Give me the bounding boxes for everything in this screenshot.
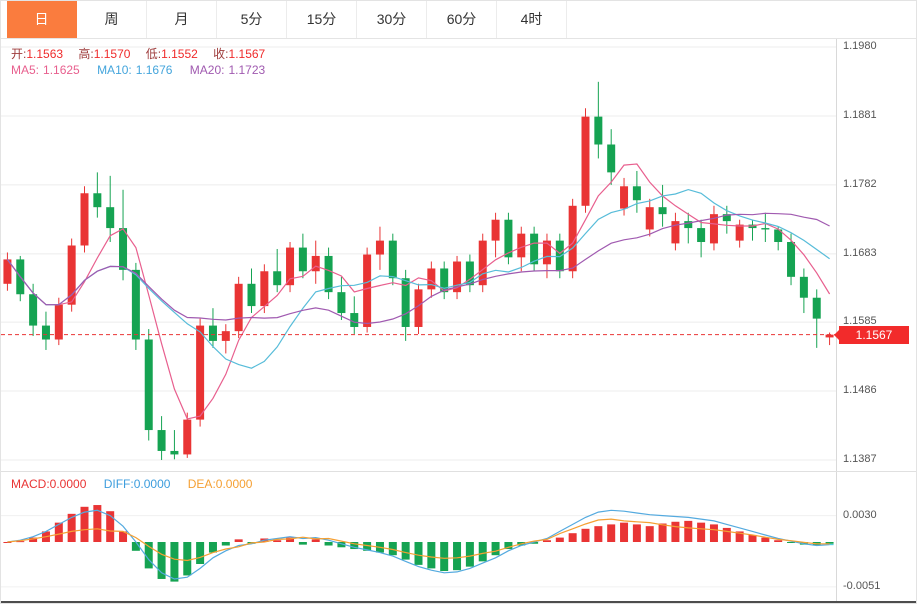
last-price-badge: 1.1567 bbox=[834, 325, 909, 344]
diff-label: DIFF: bbox=[103, 477, 134, 491]
timeframe-toolbar: 日 周 月 5分 15分 30分 60分 4时 bbox=[1, 1, 916, 39]
diff-readout: DIFF:0.0000 bbox=[104, 477, 171, 491]
ohlc-legend: 开:1.1563 高:1.1570 低:1.1552 收:1.1567 bbox=[11, 45, 277, 62]
price-axis bbox=[836, 39, 916, 603]
ma20-label: MA20: bbox=[189, 63, 225, 77]
tab-monthly[interactable]: 月 bbox=[147, 1, 217, 38]
high-readout: 高:1.1570 bbox=[78, 47, 130, 61]
ma20-value: 1.1723 bbox=[228, 63, 266, 77]
macd-legend: MACD:0.0000 DIFF:0.0000 DEA:0.0000 bbox=[11, 477, 266, 491]
ma20-readout: MA20: 1.1723 bbox=[190, 63, 265, 77]
price-axis-label: 1.1782 bbox=[843, 177, 877, 190]
dea-value: 0.0000 bbox=[215, 477, 253, 491]
dea-readout: DEA:0.0000 bbox=[188, 477, 253, 491]
macd-label: MACD: bbox=[11, 477, 50, 491]
high-value: 1.1570 bbox=[93, 47, 131, 61]
ma10-readout: MA10: 1.1676 bbox=[97, 63, 172, 77]
price-axis-label: 1.1486 bbox=[843, 384, 877, 397]
macd-chart[interactable] bbox=[1, 472, 836, 601]
bottom-border bbox=[1, 601, 916, 603]
low-value: 1.1552 bbox=[161, 47, 198, 61]
ma5-label: MA5: bbox=[11, 63, 40, 77]
price-axis-label: 1.1881 bbox=[843, 108, 877, 121]
ma10-value: 1.1676 bbox=[135, 63, 173, 77]
tab-30min[interactable]: 30分 bbox=[357, 1, 427, 38]
tab-15min[interactable]: 15分 bbox=[287, 1, 357, 38]
ma10-label: MA10: bbox=[97, 63, 132, 77]
tab-weekly[interactable]: 周 bbox=[77, 1, 147, 38]
macd-axis-label: -0.0051 bbox=[843, 579, 881, 592]
price-axis-label: 1.1980 bbox=[843, 40, 877, 52]
price-axis-label: 1.1387 bbox=[843, 453, 877, 465]
tab-daily[interactable]: 日 bbox=[7, 1, 77, 38]
macd-axis-label: 0.0030 bbox=[843, 508, 877, 521]
candlestick-chart[interactable] bbox=[1, 39, 836, 471]
ma5-value: 1.1625 bbox=[43, 63, 80, 77]
open-label: 开: bbox=[11, 47, 27, 61]
open-readout: 开:1.1563 bbox=[11, 47, 63, 61]
panel-separator bbox=[1, 471, 916, 472]
tab-4hour[interactable]: 4时 bbox=[497, 1, 567, 38]
high-label: 高: bbox=[78, 47, 94, 61]
low-readout: 低:1.1552 bbox=[146, 47, 198, 61]
close-label: 收: bbox=[213, 47, 229, 61]
close-value: 1.1567 bbox=[228, 47, 266, 61]
low-label: 低: bbox=[145, 47, 162, 61]
dea-label: DEA: bbox=[187, 477, 216, 491]
price-axis-label: 1.1683 bbox=[843, 246, 877, 259]
open-value: 1.1563 bbox=[26, 47, 64, 61]
macd-value: 0.0000 bbox=[49, 477, 87, 491]
close-readout: 收:1.1567 bbox=[213, 47, 265, 61]
diff-value: 0.0000 bbox=[133, 477, 171, 491]
macd-readout: MACD:0.0000 bbox=[11, 477, 86, 491]
ma5-readout: MA5: 1.1625 bbox=[11, 63, 80, 77]
tab-5min[interactable]: 5分 bbox=[217, 1, 287, 38]
tab-60min[interactable]: 60分 bbox=[427, 1, 497, 38]
ma-legend: MA5: 1.1625 MA10: 1.1676 MA20: 1.1723 bbox=[11, 63, 279, 77]
price-axis-label: 1.1585 bbox=[843, 315, 877, 328]
